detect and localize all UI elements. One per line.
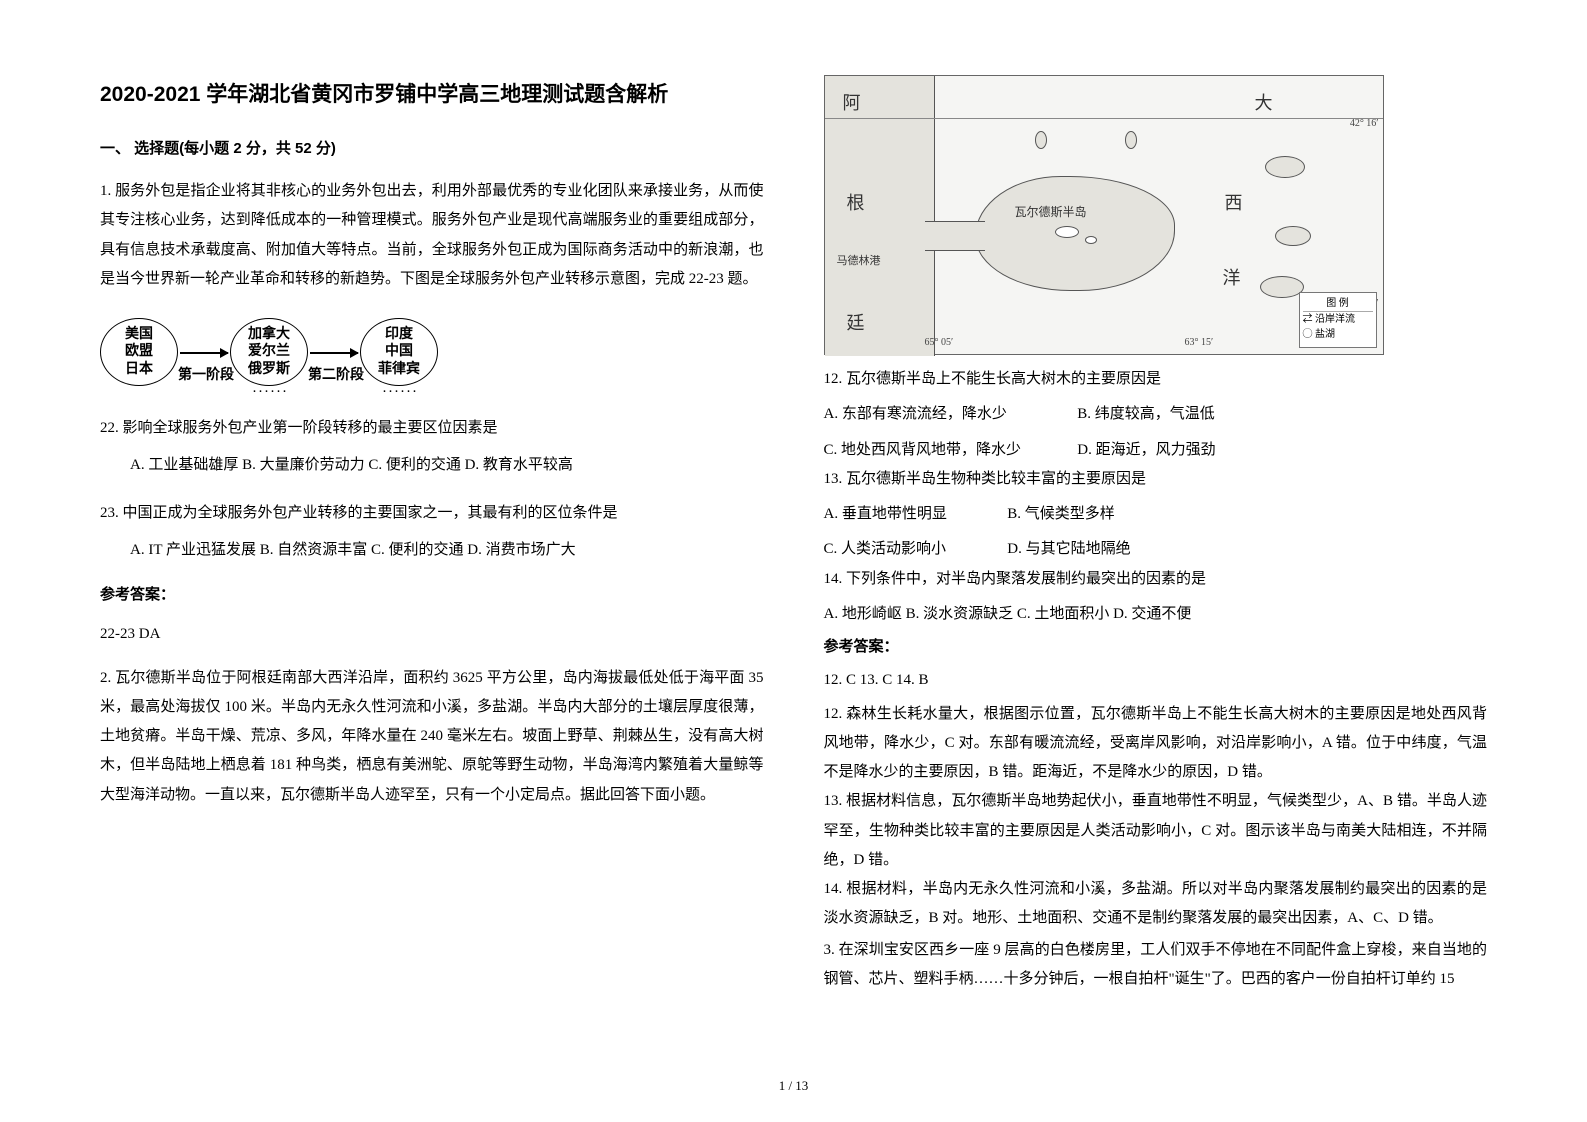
answers-12-14: 12. C 13. C 14. B	[824, 666, 1488, 695]
legend-item-2: ◯ 盐湖	[1303, 327, 1373, 342]
diagram-node-3: 印度 中国 菲律宾	[360, 318, 438, 386]
flow-shape-3	[1260, 276, 1304, 298]
map-topline	[825, 118, 1383, 119]
node1-line1: 美国	[125, 326, 153, 344]
arrow-2	[310, 352, 358, 354]
q12-row1: A. 东部有寒流流经，降水少 B. 纬度较高，气温低	[824, 400, 1488, 429]
q22: 22. 影响全球服务外包产业第一阶段转移的最主要区位因素是	[100, 414, 764, 443]
q14-options: A. 地形崎岖 B. 淡水资源缺乏 C. 土地面积小 D. 交通不便	[824, 600, 1488, 629]
dots-2: ······	[382, 378, 418, 407]
stage1-label: 第一阶段	[178, 362, 234, 389]
map-label-peninsula: 瓦尔德斯半岛	[1015, 201, 1087, 224]
transfer-diagram: 美国 欧盟 日本 第一阶段 加拿大 爱尔兰 俄罗斯 ······ 第二阶段 印度…	[100, 310, 440, 396]
lon-left: 65° 05′	[925, 333, 954, 353]
legend-item-2-label: 盐湖	[1315, 329, 1335, 340]
q12: 12. 瓦尔德斯半岛上不能生长高大树木的主要原因是	[824, 365, 1488, 394]
explanation-13: 13. 根据材料信息，瓦尔德斯半岛地势起伏小，垂直地带性不明显，气候类型少，A、…	[824, 787, 1488, 875]
q22-options: A. 工业基础雄厚 B. 大量廉价劳动力 C. 便利的交通 D. 教育水平较高	[100, 451, 764, 480]
q12-row2: C. 地处西风背风地带，降水少 D. 距海近，风力强劲	[824, 436, 1488, 465]
legend-item-1: ⇄ 沿岸洋流	[1303, 312, 1373, 327]
map-label-ting: 廷	[847, 306, 865, 341]
map-label-yang: 洋	[1223, 261, 1241, 296]
q12-opt-a: A. 东部有寒流流经，降水少	[824, 400, 1074, 429]
q13-row2: C. 人类活动影响小 D. 与其它陆地隔绝	[824, 535, 1488, 564]
page-number: 1 / 13	[0, 1078, 1587, 1094]
salt-lake-icon-2	[1085, 236, 1097, 244]
q13-row1: A. 垂直地带性明显 B. 气候类型多样	[824, 500, 1488, 529]
flow-shape-2	[1275, 226, 1311, 246]
q13-opt-d: D. 与其它陆地隔绝	[1007, 541, 1130, 557]
map-label-port: 马德林港	[837, 251, 881, 272]
stage2-label: 第二阶段	[308, 362, 364, 389]
q14: 14. 下列条件中，对半岛内聚落发展制约最突出的因素的是	[824, 565, 1488, 594]
q1-stem: 1. 服务外包是指企业将其非核心的业务外包出去，利用外部最优秀的专业化团队来承接…	[100, 177, 764, 294]
node2-line2: 爱尔兰	[248, 343, 290, 361]
flow-shape-1	[1265, 156, 1305, 178]
q23: 23. 中国正成为全球服务外包产业转移的主要国家之一，其最有利的区位条件是	[100, 499, 764, 528]
diagram-node-2: 加拿大 爱尔兰 俄罗斯	[230, 318, 308, 386]
map-label-gen: 根	[847, 186, 865, 221]
valdes-map: 阿 大 根 西 廷 洋 瓦尔德斯半岛 马德林港 42° 16′ 43° 16′ …	[824, 75, 1384, 355]
node3-line3: 菲律宾	[378, 361, 420, 379]
legend-title: 图 例	[1303, 296, 1373, 312]
map-label-a: 阿	[843, 86, 861, 121]
answer-heading-1: 参考答案：	[100, 581, 764, 610]
document-title: 2020-2021 学年湖北省黄冈市罗铺中学高三地理测试题含解析	[100, 75, 764, 116]
answer-1: 22-23 DA	[100, 620, 764, 649]
node2-line1: 加拿大	[248, 326, 290, 344]
node1-line2: 欧盟	[125, 343, 153, 361]
q13-opt-b: B. 气候类型多样	[1007, 506, 1115, 522]
explanation-14: 14. 根据材料，半岛内无永久性河流和小溪，多盐湖。所以对半岛内聚落发展制约最突…	[824, 875, 1488, 934]
lat-top: 42° 16′	[1350, 114, 1379, 134]
node2-line3: 俄罗斯	[248, 361, 290, 379]
q23-options: A. IT 产业迅猛发展 B. 自然资源丰富 C. 便利的交通 D. 消费市场广…	[100, 536, 764, 565]
node3-line2: 中国	[385, 343, 413, 361]
legend-item-1-label: 沿岸洋流	[1315, 314, 1355, 325]
isthmus-shape	[925, 221, 985, 251]
q12-opt-b: B. 纬度较高，气温低	[1077, 406, 1215, 422]
page: 2020-2021 学年湖北省黄冈市罗铺中学高三地理测试题含解析 一、 选择题(…	[0, 0, 1587, 1122]
islet-1	[1035, 131, 1047, 149]
q12-opt-d: D. 距海近，风力强劲	[1077, 442, 1215, 458]
islet-2	[1125, 131, 1137, 149]
q13: 13. 瓦尔德斯半岛生物种类比较丰富的主要原因是	[824, 465, 1488, 494]
map-legend: 图 例 ⇄ 沿岸洋流 ◯ 盐湖	[1299, 292, 1377, 348]
answer-heading-2: 参考答案：	[824, 633, 1488, 662]
q12-opt-c: C. 地处西风背风地带，降水少	[824, 436, 1074, 465]
q13-opt-a: A. 垂直地带性明显	[824, 500, 1004, 529]
q2-stem: 2. 瓦尔德斯半岛位于阿根廷南部大西洋沿岸，面积约 3625 平方公里，岛内海拔…	[100, 664, 764, 810]
q3-stem: 3. 在深圳宝安区西乡一座 9 层高的白色楼房里，工人们双手不停地在不同配件盒上…	[824, 936, 1488, 995]
lon-right: 63° 15′	[1185, 333, 1214, 353]
left-column: 2020-2021 学年湖北省黄冈市罗铺中学高三地理测试题含解析 一、 选择题(…	[100, 75, 764, 1092]
right-column: 阿 大 根 西 廷 洋 瓦尔德斯半岛 马德林港 42° 16′ 43° 16′ …	[824, 75, 1488, 1092]
salt-lake-icon	[1055, 226, 1079, 238]
section-heading: 一、 选择题(每小题 2 分，共 52 分)	[100, 134, 764, 163]
map-label-xi: 西	[1225, 186, 1243, 221]
q13-opt-c: C. 人类活动影响小	[824, 535, 1004, 564]
node3-line1: 印度	[385, 326, 413, 344]
diagram-node-1: 美国 欧盟 日本	[100, 318, 178, 386]
arrow-1	[180, 352, 228, 354]
node1-line3: 日本	[125, 361, 153, 379]
dots-1: ······	[252, 378, 288, 407]
explanation-12: 12. 森林生长耗水量大，根据图示位置，瓦尔德斯半岛上不能生长高大树木的主要原因…	[824, 700, 1488, 788]
map-label-d: 大	[1255, 86, 1273, 121]
